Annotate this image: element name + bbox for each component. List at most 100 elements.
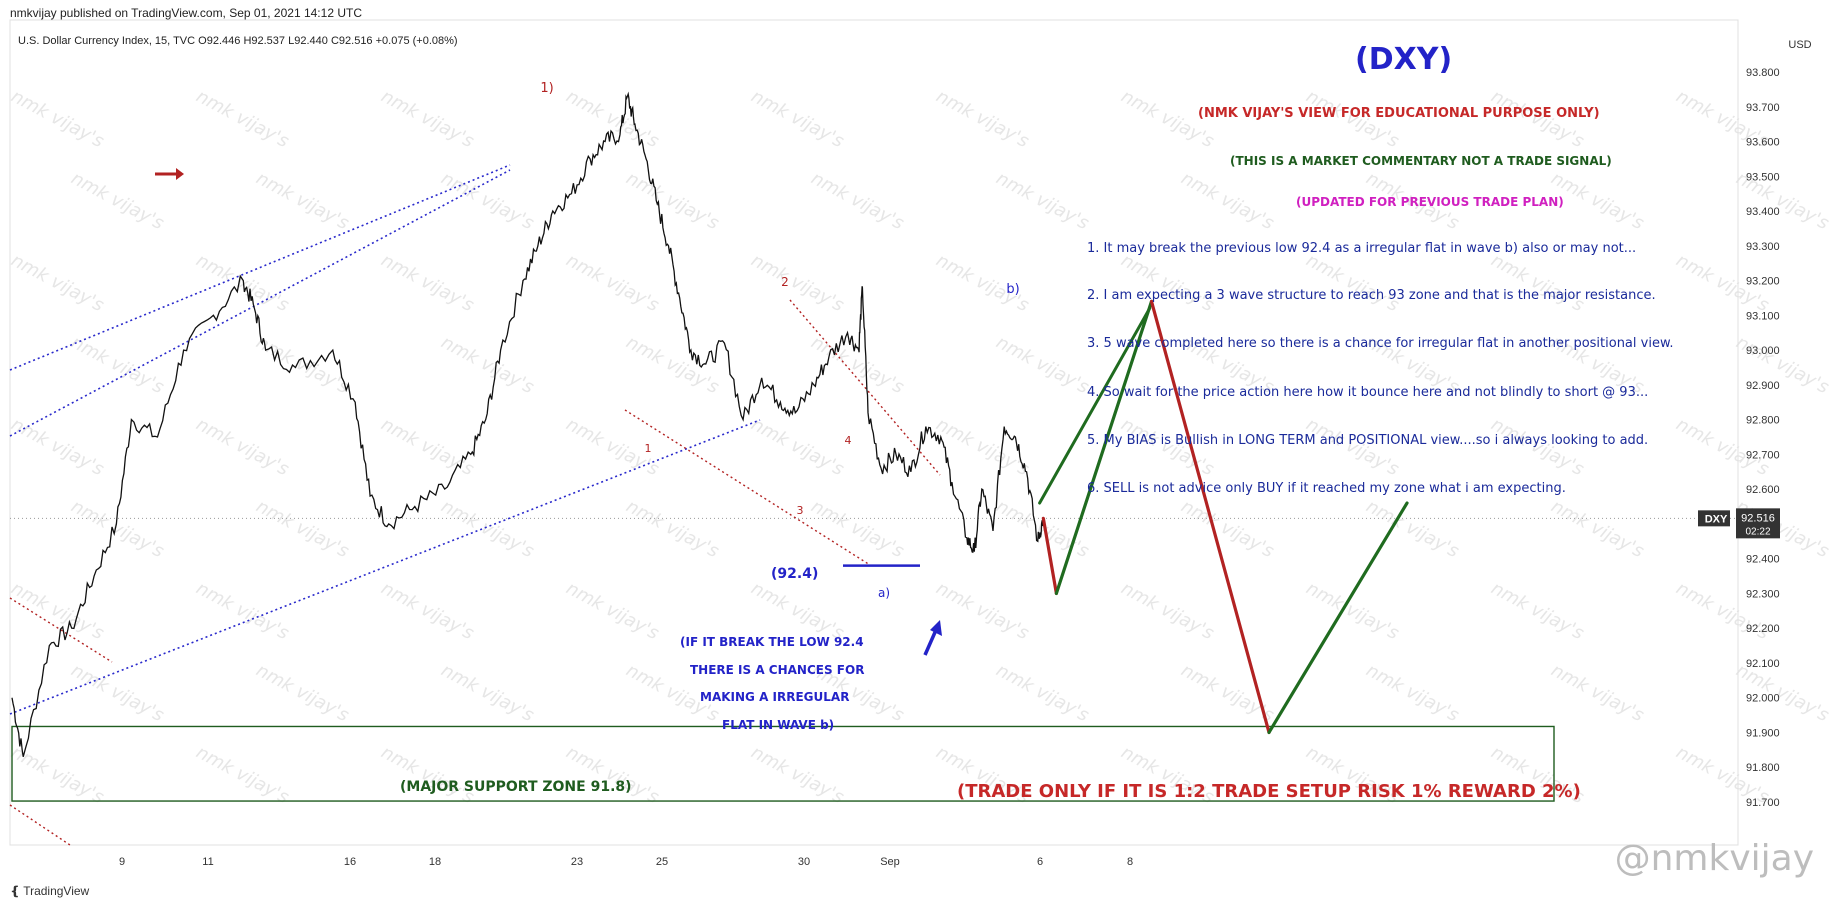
watermark-text: nmk vijay's: [378, 742, 478, 808]
watermark-text: nmk vijay's: [8, 414, 108, 480]
watermark-text: nmk vijay's: [68, 660, 168, 726]
irregular-note-line-2: THERE IS A CHANCES FOR: [690, 663, 865, 677]
projection-leg-3: [1149, 299, 1271, 735]
price-series-line: [11, 91, 1044, 757]
watermark-text: nmk vijay's: [253, 496, 353, 562]
wave-label: 1): [540, 81, 553, 96]
watermark-text: nmk vijay's: [193, 86, 293, 152]
red-arrow-head: [176, 168, 184, 180]
published-line: nmkvijay published on TradingView.com, S…: [10, 6, 362, 20]
wave-label: 3: [797, 504, 804, 517]
watermark-text: nmk vijay's: [623, 168, 723, 234]
y-axis: USD 93.800 93.700 93.600 93.500 93.400 93.300 9…: [9, 19, 1812, 846]
watermark-text: nmk vijay's: [748, 86, 848, 152]
drawings-layer: [9, 164, 1555, 846]
watermark-text: nmk vijay's: [1548, 660, 1648, 726]
watermark-text: nmk vijay's: [438, 332, 538, 398]
upper-channel-line-2: [9, 169, 511, 437]
low-value: 92.440: [294, 35, 328, 47]
symbol-name: U.S. Dollar Currency Index, 15, TVC: [18, 35, 196, 47]
x-tick-label: 16: [344, 856, 356, 868]
support-zone-box: [11, 725, 1555, 802]
x-tick-label: 30: [798, 856, 810, 868]
y-tick-label: 92.600: [1746, 484, 1780, 496]
y-tick-label: 92.800: [1746, 415, 1780, 427]
y-tick-label: 93.000: [1746, 345, 1780, 357]
watermark-text: nmk vijay's: [193, 250, 293, 316]
change-value: +0.075 (+0.08%): [375, 35, 458, 47]
y-tick-label: 92.700: [1746, 449, 1780, 461]
left-trendline-2: [9, 804, 71, 846]
watermark-text: nmk vijay's: [68, 496, 168, 562]
watermark-text: nmk vijay's: [8, 578, 108, 644]
watermark-text: nmk vijay's: [378, 414, 478, 480]
footer-brand: ❴ TradingView: [10, 884, 89, 898]
y-tick-label: 93.400: [1746, 206, 1780, 218]
watermark-text: nmk vijay's: [808, 168, 908, 234]
wave-label: 1: [645, 442, 652, 455]
watermark-text: nmk vijay's: [748, 414, 848, 480]
watermark-text: nmk vijay's: [563, 86, 663, 152]
blue-arrow-head: [930, 620, 942, 636]
upper-channel-line-1: [9, 164, 511, 371]
watermark-text: nmk vijay's: [8, 250, 108, 316]
watermark-text: nmk vijay's: [623, 332, 723, 398]
watermark-text: nmk vijay's: [748, 250, 848, 316]
watermark-text: nmk vijay's: [253, 168, 353, 234]
currency-label: USD: [1788, 39, 1811, 51]
y-tick-label: 91.900: [1746, 727, 1780, 739]
tradingview-logo-icon: ❴: [10, 884, 21, 898]
x-tick-label: 6: [1037, 856, 1043, 868]
watermark-text: nmk vijay's: [1118, 250, 1218, 316]
y-tick-label: 93.700: [1746, 102, 1780, 114]
countdown-text: 02:22: [1745, 526, 1770, 537]
watermark-text: nmk vijay's: [378, 250, 478, 316]
chart-title: (DXY): [1355, 42, 1453, 77]
x-tick-label: Sep: [880, 856, 900, 868]
plot-frame: [9, 19, 1739, 846]
low-label: L: [288, 35, 295, 47]
wave-label: b): [1006, 282, 1019, 297]
high-label: H: [243, 35, 252, 47]
watermark-text: nmk vijay's: [563, 742, 663, 808]
symbol-badge: [1698, 510, 1730, 527]
y-tick-label: 93.300: [1746, 241, 1780, 253]
watermark-text: nmk vijay's: [563, 578, 663, 644]
watermark-text: nmk vijay's: [808, 332, 908, 398]
trade-note: (TRADE ONLY IF IT IS 1:2 TRADE SETUP RIS…: [957, 781, 1581, 802]
current-price-badge: [1736, 508, 1780, 539]
irregular-note-line-1: (IF IT BREAK THE LOW 92.4: [680, 635, 864, 649]
y-tick-label: 93.800: [1746, 67, 1780, 79]
x-tick-label: 18: [429, 856, 441, 868]
watermark-text: nmk vijay's: [748, 742, 848, 808]
x-tick-label: 9: [119, 856, 125, 868]
close-value: 92.516: [338, 35, 373, 47]
irregular-note-line-4: FLAT IN WAVE b): [722, 718, 835, 732]
projection-leg-2: [1054, 299, 1154, 596]
watermark-text: nmk vijay's: [253, 660, 353, 726]
watermark-text: nmk vijay's: [1303, 250, 1403, 316]
close-label: C: [330, 35, 339, 47]
watermark-text: nmk vijay's: [1488, 250, 1588, 316]
x-axis: 9 11 16 18 23 25 30 Sep 6 8: [119, 856, 1133, 868]
y-tick-label: 91.700: [1746, 797, 1780, 809]
y-tick-label: 92.000: [1746, 693, 1780, 705]
watermark-text: nmk vijay's: [1178, 660, 1278, 726]
watermark-text: nmk vijay's: [993, 660, 1093, 726]
open-value: 92.446: [206, 35, 241, 47]
watermark-text: nmk vijay's: [438, 496, 538, 562]
y-tick-label: 92.100: [1746, 658, 1780, 670]
x-tick-label: 25: [656, 856, 668, 868]
open-label: O: [198, 35, 207, 47]
watermark-text: nmk vijay's: [193, 414, 293, 480]
y-tick-label: 92.400: [1746, 554, 1780, 566]
wave-2-trendline: [789, 299, 941, 476]
watermark-text: nmk vijay's: [1178, 168, 1278, 234]
watermark-text: nmk vijay's: [8, 86, 108, 152]
point-4: 4. So wait for the price action here how…: [1087, 385, 1649, 400]
watermark-text: nmk vijay's: [623, 496, 723, 562]
x-tick-label: 23: [571, 856, 583, 868]
wave-label: 4: [845, 434, 852, 447]
commentary-text: (THIS IS A MARKET COMMENTARY NOT A TRADE…: [1230, 154, 1612, 168]
